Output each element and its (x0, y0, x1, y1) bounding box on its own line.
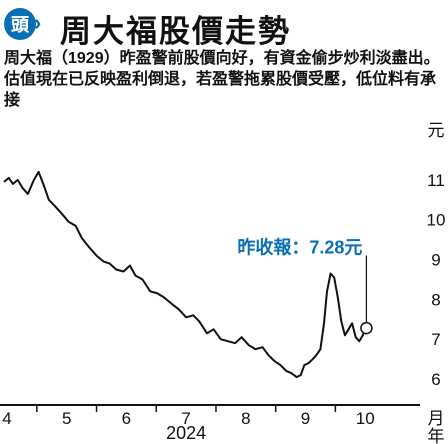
x-tick-label: 10 (356, 409, 375, 428)
y-unit-label: 元 (428, 121, 445, 140)
description-text: 周大福（1929）昨盈警前股價向好，有資金偷步炒利淡盡出。估值現在已反映盈利倒退… (4, 50, 440, 109)
year-unit-char: 年 (428, 427, 445, 444)
y-tick-label: 11 (427, 171, 445, 190)
y-tick-label: 7 (431, 330, 440, 349)
x-tick-label: 9 (301, 409, 310, 428)
x-tick-label: 6 (122, 409, 131, 428)
x-tick-label: 4 (2, 409, 11, 428)
y-tick-label: 10 (427, 211, 446, 230)
x-tick-label: 5 (62, 409, 71, 428)
page-title: 周大福股價走勢 (60, 14, 291, 49)
y-tick-label: 9 (431, 251, 440, 270)
x-unit-label: 月 (428, 409, 445, 428)
y-tick-label: 6 (431, 370, 440, 389)
chevron-right-icon: › (34, 10, 42, 35)
last-close-label: 昨收報：7.28元 (237, 237, 362, 258)
last-close-marker (360, 321, 373, 335)
y-tick-label: 8 (431, 290, 440, 309)
x-tick-label: 7 (181, 409, 190, 428)
x-tick-label: 8 (241, 409, 250, 428)
year-label: 2024 (166, 423, 206, 443)
price-line (3, 170, 368, 379)
header: 頭 › 周大福股價走勢 (0, 0, 448, 49)
logo-badge: 頭 (4, 8, 36, 40)
